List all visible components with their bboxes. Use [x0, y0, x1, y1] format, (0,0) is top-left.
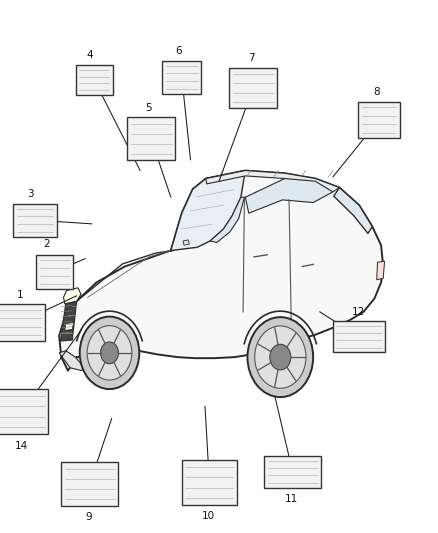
Text: 6: 6: [175, 46, 182, 56]
Circle shape: [247, 317, 313, 397]
Circle shape: [255, 326, 306, 388]
Polygon shape: [377, 261, 385, 280]
Polygon shape: [60, 301, 77, 341]
Text: 4: 4: [86, 50, 93, 60]
FancyBboxPatch shape: [162, 61, 201, 94]
Polygon shape: [245, 179, 333, 213]
Text: 7: 7: [247, 53, 254, 63]
Text: 14: 14: [14, 441, 28, 451]
FancyBboxPatch shape: [0, 304, 45, 341]
Text: 10: 10: [202, 511, 215, 521]
FancyBboxPatch shape: [36, 255, 73, 289]
Text: 8: 8: [373, 87, 380, 97]
Polygon shape: [183, 240, 189, 245]
Circle shape: [87, 326, 132, 380]
FancyBboxPatch shape: [333, 321, 385, 352]
FancyBboxPatch shape: [182, 459, 237, 505]
Text: 1: 1: [16, 290, 23, 300]
FancyBboxPatch shape: [264, 456, 321, 488]
Text: 5: 5: [145, 103, 152, 113]
Polygon shape: [210, 197, 244, 243]
Text: 3: 3: [27, 189, 34, 199]
FancyBboxPatch shape: [61, 462, 118, 506]
FancyBboxPatch shape: [229, 68, 277, 108]
Text: 9: 9: [85, 512, 92, 522]
Text: 11: 11: [285, 494, 298, 504]
Text: 12: 12: [352, 306, 365, 317]
Polygon shape: [59, 351, 85, 370]
Polygon shape: [171, 171, 245, 251]
Polygon shape: [64, 288, 81, 304]
FancyBboxPatch shape: [358, 102, 399, 138]
Polygon shape: [206, 171, 339, 192]
Text: 2: 2: [43, 239, 50, 249]
Polygon shape: [59, 171, 383, 370]
FancyBboxPatch shape: [0, 389, 48, 434]
Circle shape: [101, 342, 118, 364]
Polygon shape: [334, 188, 372, 233]
Circle shape: [270, 344, 291, 370]
FancyBboxPatch shape: [13, 204, 57, 237]
Circle shape: [80, 317, 139, 389]
FancyBboxPatch shape: [75, 65, 113, 95]
FancyBboxPatch shape: [127, 117, 175, 160]
Polygon shape: [65, 322, 74, 330]
